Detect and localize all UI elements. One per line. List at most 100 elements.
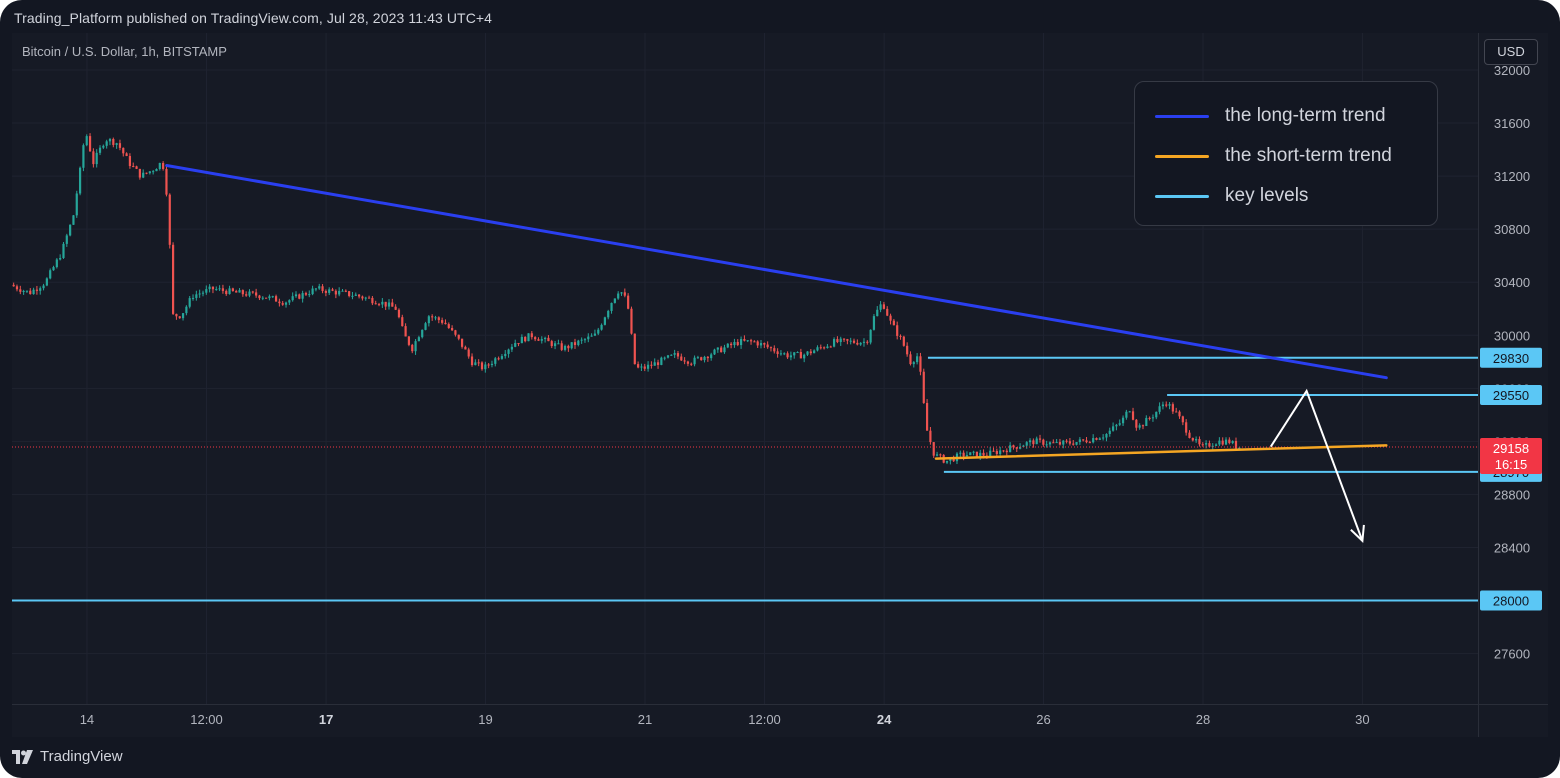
candle-body <box>92 151 95 165</box>
candle-body <box>1092 438 1095 443</box>
candle-body <box>215 289 218 291</box>
candle-body <box>743 339 746 341</box>
symbol-title[interactable]: Bitcoin / U.S. Dollar, 1h, BITSTAMP <box>22 44 227 59</box>
candle-body <box>311 288 314 295</box>
x-tick-label: 28 <box>1196 712 1210 727</box>
candle-body <box>829 346 832 348</box>
candle-body <box>723 347 726 353</box>
candle-body <box>550 341 553 347</box>
candle-body <box>773 348 776 352</box>
candle-body <box>1175 411 1178 413</box>
candle-body <box>407 336 411 345</box>
candle-body <box>643 366 646 369</box>
candle-body <box>208 286 211 290</box>
candle-body <box>899 335 902 337</box>
candle-body <box>35 289 39 291</box>
candle-body <box>577 340 580 346</box>
candle-body <box>627 295 630 309</box>
candle-body <box>617 293 620 299</box>
candle-body <box>59 258 62 260</box>
candle-body <box>1025 442 1028 446</box>
candle-body <box>401 317 404 327</box>
candle-body <box>381 301 384 305</box>
candle-body <box>314 288 318 290</box>
candle-body <box>1108 430 1111 434</box>
candle-body <box>746 340 749 342</box>
candle-body <box>424 323 427 330</box>
candle-body <box>188 298 191 307</box>
candle-body <box>65 235 68 244</box>
y-tick-label: 31200 <box>1494 169 1530 184</box>
candle-body <box>82 145 85 168</box>
candle-body <box>680 356 683 361</box>
candle-body <box>706 356 709 359</box>
candle-body <box>1052 442 1055 444</box>
candle-body <box>796 352 799 354</box>
candle-body <box>251 291 254 293</box>
candle-body <box>404 326 407 337</box>
candle-body <box>1032 440 1035 445</box>
x-tick-label: 21 <box>638 712 652 727</box>
candle-body <box>274 296 278 302</box>
candle-body <box>1138 425 1141 428</box>
x-tick-label: 14 <box>80 712 94 727</box>
candle-body <box>683 360 686 362</box>
key-level-label: 28000 <box>1493 594 1529 609</box>
candle-body <box>470 356 474 366</box>
candle-body <box>487 364 490 366</box>
candle-body <box>783 353 786 355</box>
candle-body <box>248 291 251 296</box>
candle-body <box>1121 417 1125 424</box>
candle-body <box>434 317 437 319</box>
candle-body <box>490 363 494 366</box>
candle-body <box>75 193 78 216</box>
candle-body <box>992 450 995 452</box>
candle-body <box>640 366 643 368</box>
candle-body <box>88 136 92 152</box>
candle-body <box>756 341 759 346</box>
footer-brand[interactable]: TradingView <box>12 748 123 765</box>
candle-body <box>1188 432 1191 438</box>
candle-body <box>1148 417 1151 419</box>
candle-body <box>108 138 112 142</box>
candle-body <box>331 289 334 291</box>
candle-body <box>520 336 523 344</box>
candle-body <box>264 297 268 299</box>
candle-body <box>245 294 248 296</box>
candle-body <box>145 172 148 174</box>
candle-body <box>793 352 796 356</box>
candle-body <box>118 143 122 148</box>
y-tick-label: 28400 <box>1494 540 1530 555</box>
candle-body <box>431 316 434 318</box>
candle-body <box>663 357 666 359</box>
currency-button[interactable]: USD <box>1484 39 1538 65</box>
key-level-label: 29830 <box>1493 351 1529 366</box>
candle-body <box>1082 439 1085 441</box>
candle-body <box>563 345 567 350</box>
legend-label: the long-term trend <box>1225 105 1386 126</box>
candle-body <box>896 325 899 336</box>
candle-body <box>484 364 487 370</box>
candle-body <box>447 324 450 328</box>
candle-body <box>945 460 949 463</box>
candle-body <box>676 353 680 357</box>
candle-body <box>590 335 593 337</box>
candle-body <box>258 295 261 299</box>
candle-body <box>514 343 517 347</box>
candle-body <box>1191 437 1194 441</box>
candle-body <box>753 341 756 343</box>
candle-body <box>739 339 743 346</box>
candle-body <box>776 351 779 355</box>
candle-body <box>902 336 905 346</box>
candle-body <box>1145 417 1148 427</box>
candle-body <box>912 362 915 365</box>
candle-body <box>537 339 540 341</box>
candle-body <box>344 290 347 292</box>
legend-swatch-short-trend <box>1155 154 1209 158</box>
candle-body <box>703 356 706 361</box>
candle-body <box>308 294 311 296</box>
candle-body <box>42 285 45 289</box>
x-tick-label: 12:00 <box>190 712 223 727</box>
candle-body <box>700 357 703 361</box>
candle-body <box>779 353 783 355</box>
